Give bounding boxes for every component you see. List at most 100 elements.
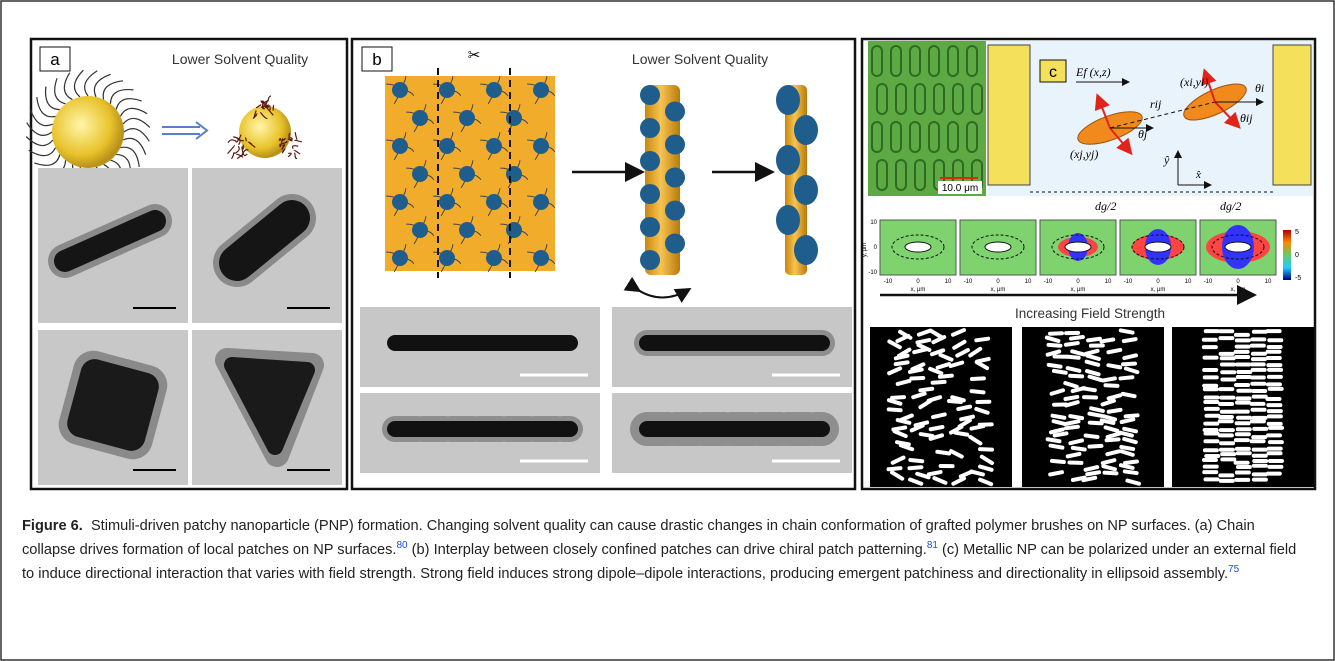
ellipsoid — [1219, 479, 1235, 483]
ellipsoid — [909, 376, 925, 381]
simulation-snapshots — [870, 327, 1314, 487]
figure-page: a Lower Solvent Quality b Lower Solvent … — [0, 0, 1335, 661]
ellipsoid — [1203, 448, 1219, 452]
nanoparticle — [665, 234, 685, 254]
ellipsoid — [1250, 376, 1266, 380]
ellipsoid — [1203, 356, 1219, 360]
ellipsoid — [1252, 459, 1268, 463]
angle-label: θi — [1255, 81, 1264, 95]
ellipsoid — [1234, 461, 1250, 465]
caption-text: (b) Interplay between closely confined p… — [408, 542, 927, 558]
ellipsoid — [1220, 452, 1236, 456]
ellipsoid — [1267, 451, 1283, 455]
panel-heading: Lower Solvent Quality — [632, 51, 768, 67]
panel-heading: Lower Solvent Quality — [172, 51, 308, 67]
ellipsoid — [1252, 427, 1268, 431]
nanoparticle — [506, 110, 522, 126]
ellipsoid — [1082, 395, 1098, 399]
x-axis-label: x, μm — [991, 287, 1006, 293]
ellipsoid — [1204, 454, 1220, 458]
ellipsoid — [1267, 338, 1283, 342]
nanoparticle — [486, 194, 502, 210]
particle — [905, 242, 931, 252]
citation[interactable]: 81 — [927, 540, 938, 551]
ellipsoid — [1252, 416, 1268, 420]
ellipsoid — [1234, 410, 1250, 414]
ellipsoid — [1218, 402, 1234, 406]
y-axis-label: y, μm — [862, 243, 868, 257]
ellipsoid — [1220, 370, 1236, 374]
ellipsoid — [1048, 331, 1064, 336]
ellipsoid — [1234, 355, 1250, 359]
x-tick-label: -10 — [1124, 279, 1133, 285]
ellipsoid — [1252, 330, 1268, 334]
ellipsoid — [1218, 433, 1234, 437]
distance-label: rij — [1150, 97, 1162, 111]
y-tick-label: -10 — [868, 270, 877, 276]
ellipsoid — [1234, 350, 1250, 354]
ellipsoid — [1203, 422, 1219, 426]
citation[interactable]: 80 — [397, 540, 408, 551]
nanoparticle — [439, 82, 455, 98]
nanoparticle — [392, 82, 408, 98]
ellipsoid — [1267, 447, 1283, 451]
nanoparticle — [486, 250, 502, 266]
nanoparticle — [533, 82, 549, 98]
ellipsoid — [1251, 435, 1267, 439]
ellipsoid — [1202, 368, 1218, 372]
nanoparticle — [459, 110, 475, 126]
ellipsoid — [1236, 465, 1252, 469]
ellipsoid — [1236, 370, 1252, 374]
ellipsoid — [1220, 362, 1236, 366]
ellipsoid — [1251, 368, 1267, 372]
ellipsoid — [1203, 375, 1219, 379]
ellipsoid — [1250, 382, 1266, 386]
nanoparticle — [640, 118, 660, 138]
ellipsoid — [978, 447, 994, 452]
ellipsoid — [1236, 427, 1252, 431]
ellipsoid — [1203, 428, 1219, 432]
ellipsoid — [939, 464, 955, 468]
ellipsoid — [1235, 447, 1251, 451]
ellipsoid — [1121, 362, 1137, 367]
ellipsoid — [1266, 350, 1282, 354]
nanoparticle — [506, 222, 522, 238]
nanoparticle — [506, 166, 522, 182]
ellipsoid — [1267, 375, 1283, 379]
nanoparticle — [392, 194, 408, 210]
particle — [1145, 242, 1171, 252]
ellipsoid — [1203, 400, 1219, 404]
ellipsoid — [1202, 345, 1218, 349]
ellipsoid — [1235, 432, 1251, 436]
x-tick-label: 10 — [1025, 279, 1032, 285]
citation[interactable]: 75 — [1228, 564, 1239, 575]
ellipsoid — [1234, 383, 1250, 387]
angle-label: θij — [1240, 111, 1253, 125]
x-tick-label: -10 — [1044, 279, 1053, 285]
ellipsoid — [1250, 344, 1266, 348]
nanoparticle — [533, 194, 549, 210]
ellipsoid — [1251, 357, 1267, 361]
caption-label: Figure 6. — [22, 518, 83, 534]
ellipsoid — [1236, 389, 1252, 393]
scissors-icon: ✂ — [468, 47, 481, 64]
x-axis-label: x, μm — [1231, 287, 1246, 293]
patch — [776, 145, 800, 175]
colorbar-tick: 0 — [1295, 252, 1299, 259]
nanoparticle — [439, 194, 455, 210]
ellipsoid — [1235, 401, 1251, 405]
coordinate-label: (xi,yi) — [1180, 75, 1208, 89]
ellipsoid — [1203, 387, 1219, 391]
nanoparticle — [533, 250, 549, 266]
ellipsoid — [1204, 477, 1220, 481]
ellipsoid — [1252, 478, 1268, 482]
ellipsoid — [1252, 395, 1268, 399]
patch — [794, 115, 818, 145]
nanoparticle — [412, 166, 428, 182]
ellipsoid — [1250, 362, 1266, 366]
ellipsoid — [1252, 454, 1268, 458]
colorbar-tick: -5 — [1295, 275, 1301, 282]
ellipsoid — [1267, 368, 1283, 372]
nanoparticle — [640, 184, 660, 204]
ellipsoid — [1204, 395, 1220, 399]
